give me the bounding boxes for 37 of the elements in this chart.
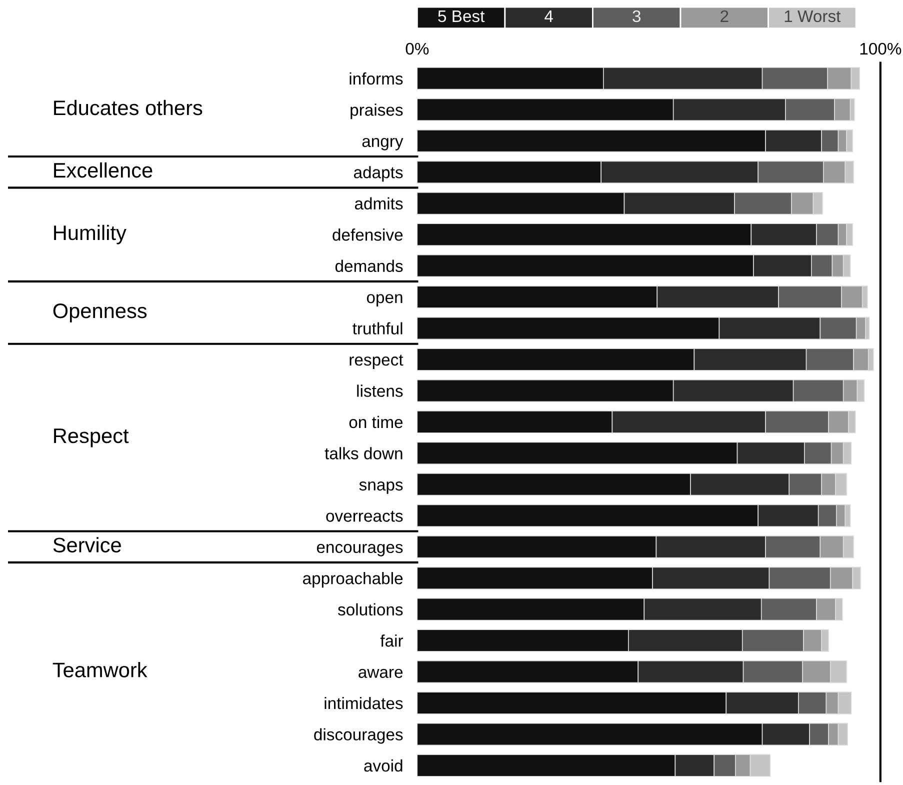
y-tick-label: defensive: [332, 228, 403, 241]
y-tick-label: adapts: [354, 166, 403, 182]
y-tick-label: aware: [358, 668, 403, 678]
y-tick-label: intimidates: [324, 696, 403, 710]
text: Teamwork: [52, 662, 148, 678]
text: 4: [544, 10, 553, 22]
text: Openness: [53, 303, 147, 322]
text: 2: [720, 10, 728, 22]
y-tick-label: open: [366, 294, 402, 307]
y-tick-label: listens: [357, 384, 403, 397]
y-tick-label: truthful: [352, 322, 402, 334]
x-tick-label: 100%: [860, 42, 902, 55]
y-tick-label: respect: [350, 354, 404, 369]
y-tick-label: demands: [335, 260, 403, 272]
text: Respect: [54, 428, 129, 448]
text: 1 Worst: [784, 10, 841, 22]
text: Excellence: [54, 162, 152, 178]
text: Service: [53, 537, 121, 552]
text: 3: [632, 10, 641, 22]
y-tick-label: overreacts: [326, 510, 403, 522]
y-tick-label: fair: [380, 634, 404, 647]
y-tick-label: encourages: [316, 544, 403, 556]
y-tick-label: informs: [350, 72, 403, 85]
y-tick-label: approachable: [303, 572, 403, 588]
y-tick-label: discourages: [314, 728, 403, 744]
x-tick-label: 0%: [406, 42, 429, 55]
y-tick-label: avoid: [364, 759, 402, 772]
text: Humility: [54, 224, 126, 244]
y-tick-label: talks down: [324, 447, 402, 460]
y-tick-label: angry: [362, 138, 404, 150]
text: 5 Best: [438, 10, 485, 22]
y-tick-label: on time: [349, 416, 403, 428]
y-tick-label: admits: [354, 197, 403, 210]
y-tick-label: praises: [350, 104, 403, 120]
text: Educates others: [54, 100, 202, 116]
y-tick-label: solutions: [338, 603, 403, 616]
y-tick-label: snaps: [359, 481, 403, 494]
